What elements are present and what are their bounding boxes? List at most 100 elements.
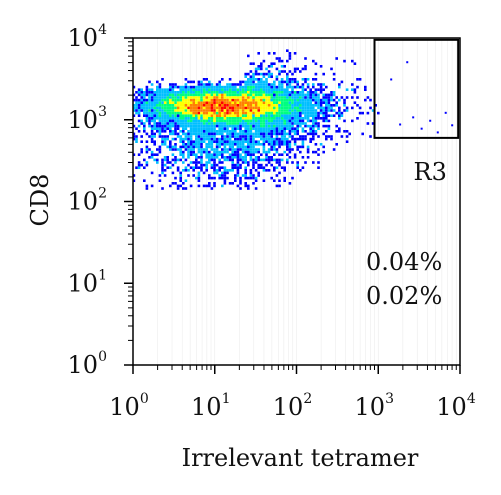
density-cell xyxy=(377,111,380,115)
density-cell xyxy=(244,101,247,104)
density-cell xyxy=(228,117,232,120)
density-cell xyxy=(267,70,271,73)
event-point xyxy=(406,61,409,64)
density-cell xyxy=(247,161,250,164)
density-cell xyxy=(174,101,177,104)
density-cell xyxy=(254,127,258,130)
density-cell xyxy=(132,98,136,102)
density-cell xyxy=(213,127,216,130)
density-cell xyxy=(252,161,255,164)
density-cell xyxy=(364,85,367,89)
density-cell xyxy=(228,111,232,115)
density-cell xyxy=(283,130,286,133)
density-cell xyxy=(179,124,182,128)
x-tick-label-exponent: 2 xyxy=(303,391,312,407)
density-cell xyxy=(254,143,258,146)
density-cell xyxy=(239,88,242,91)
density-cell xyxy=(205,145,208,149)
density-cell xyxy=(278,143,281,146)
density-cell xyxy=(257,148,260,151)
density-cell xyxy=(145,88,149,91)
density-cell xyxy=(205,143,208,146)
density-cell xyxy=(283,166,286,169)
density-cell xyxy=(189,161,193,164)
density-cell xyxy=(195,156,198,159)
density-cell xyxy=(210,132,214,136)
density-cell xyxy=(309,96,312,99)
density-cell xyxy=(179,119,182,123)
density-cell xyxy=(161,117,164,120)
density-cell xyxy=(265,150,268,154)
density-cell xyxy=(195,93,198,97)
density-cell xyxy=(309,111,312,115)
density-cell xyxy=(273,62,276,65)
density-cell xyxy=(317,161,320,164)
density-cell xyxy=(288,91,292,94)
density-cell xyxy=(150,93,154,97)
density-cell xyxy=(286,137,289,141)
density-cell xyxy=(236,124,240,128)
density-cell xyxy=(241,156,245,159)
density-cell xyxy=(338,117,341,120)
density-cell xyxy=(327,127,331,130)
density-cell xyxy=(317,93,320,97)
density-cell xyxy=(293,137,297,141)
density-cell xyxy=(317,117,320,120)
density-cell xyxy=(148,109,151,112)
density-cell xyxy=(244,96,247,99)
density-cell xyxy=(234,130,237,133)
density-cell xyxy=(257,117,260,120)
density-cell xyxy=(143,114,146,117)
density-cell xyxy=(304,88,307,91)
gate-r3-rectangle[interactable] xyxy=(373,38,460,139)
density-cell xyxy=(267,161,271,164)
density-cell xyxy=(192,132,195,136)
density-cell xyxy=(330,104,333,107)
density-cell xyxy=(223,122,227,125)
density-cell xyxy=(273,52,276,55)
density-cell xyxy=(189,109,193,112)
density-cell xyxy=(182,119,185,123)
density-cell xyxy=(218,101,221,104)
density-cell xyxy=(156,91,159,94)
density-cell xyxy=(270,65,273,68)
density-cell xyxy=(231,111,234,115)
density-cell xyxy=(192,104,195,107)
density-cell xyxy=(174,83,177,86)
density-cell xyxy=(148,114,151,117)
density-cell xyxy=(267,117,271,120)
density-cell xyxy=(161,114,164,117)
density-cell xyxy=(221,106,224,110)
density-cell xyxy=(312,96,315,99)
density-cell xyxy=(267,124,271,128)
density-cell xyxy=(150,140,154,143)
density-cell xyxy=(140,135,143,138)
density-cell xyxy=(223,140,227,143)
density-cell xyxy=(296,130,299,133)
density-cell xyxy=(293,101,297,104)
density-cell xyxy=(286,106,289,110)
density-cell xyxy=(345,88,349,91)
density-cell xyxy=(208,101,211,104)
density-cell xyxy=(325,137,328,141)
density-cell xyxy=(317,104,320,107)
density-cell xyxy=(338,106,341,110)
density-cell xyxy=(150,124,154,128)
density-cell xyxy=(236,137,240,141)
density-cell xyxy=(148,93,151,97)
density-cell xyxy=(208,156,211,159)
density-cell xyxy=(195,85,198,89)
density-cell xyxy=(371,109,375,112)
density-cell xyxy=(262,132,266,136)
density-cell xyxy=(132,137,136,141)
density-cell xyxy=(223,135,227,138)
density-cell xyxy=(309,106,312,110)
density-cell xyxy=(249,171,253,175)
density-cell xyxy=(215,106,219,110)
density-cell xyxy=(158,132,162,136)
density-cell xyxy=(304,137,307,141)
density-cell xyxy=(270,101,273,104)
density-cell xyxy=(166,111,169,115)
density-cell xyxy=(270,83,273,86)
density-cell xyxy=(179,93,182,97)
